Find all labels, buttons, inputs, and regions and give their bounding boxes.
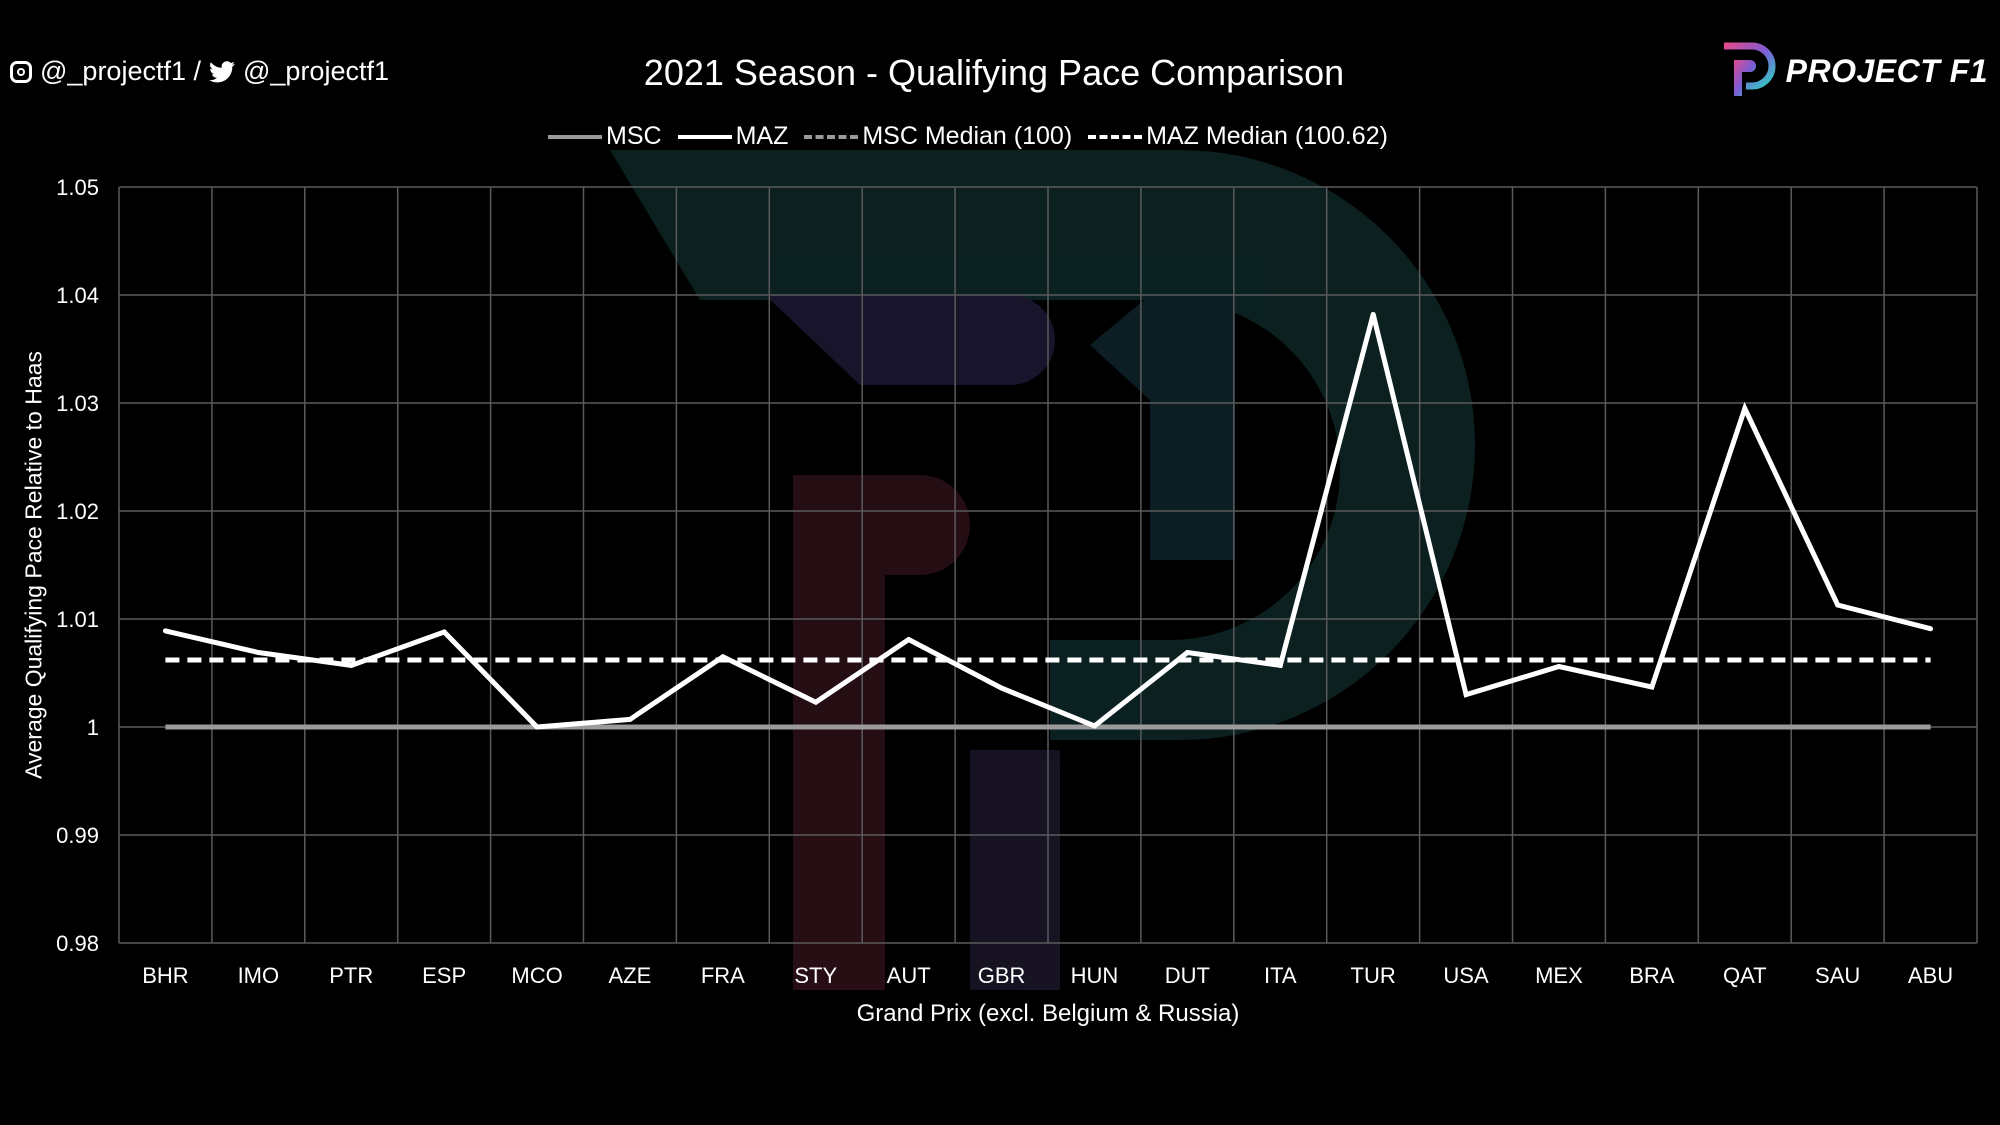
y-tick-label: 0.99 [56, 823, 99, 848]
series-lines [162, 311, 1934, 730]
instagram-handle: @_projectf1 / [40, 56, 201, 86]
data-point [813, 699, 819, 705]
y-tick-label: 0.98 [56, 931, 99, 956]
legend-label: MSC [606, 122, 662, 150]
twitter-icon [209, 60, 235, 82]
data-point [534, 724, 540, 730]
data-point [906, 637, 912, 643]
legend-item-maz-median: MAZ Median (100.62) [1088, 122, 1388, 151]
series-line-maz [164, 313, 1932, 730]
legend-item-msc: MSC [548, 122, 662, 151]
x-tick-label: AUT [887, 963, 931, 988]
legend-label: MAZ Median (100.62) [1146, 122, 1388, 150]
social-handles: @_projectf1 / @_projectf1 [10, 56, 389, 87]
legend-label: MAZ [735, 122, 789, 150]
x-tick-label: ESP [422, 963, 466, 988]
x-tick-label: ABU [1908, 963, 1953, 988]
data-point [255, 649, 261, 655]
data-point [1277, 662, 1283, 668]
x-tick-label: USA [1443, 963, 1489, 988]
data-point [1370, 311, 1376, 317]
data-point [1184, 649, 1190, 655]
x-tick-label: STY [794, 963, 837, 988]
legend-item-maz: MAZ [677, 122, 789, 151]
chart-title: 2021 Season - Qualifying Pace Comparison [643, 52, 1345, 93]
x-tick-labels: BHR IMO PTR ESP MCO AZE FRA STY AUT GBR HUN DUT ITA T… [142, 963, 1953, 988]
y-tick-labels: 0.98 0.99 1 1.01 1.02 1.03 1.04 1.05 [56, 175, 99, 956]
data-point [348, 662, 354, 668]
legend-swatch [677, 134, 732, 139]
data-point [1835, 602, 1841, 608]
project-f1-logo: PROJECT F1 [1720, 42, 1988, 100]
grid [118, 186, 1978, 944]
x-tick-label: MCO [511, 963, 562, 988]
x-tick-label: AZE [609, 963, 652, 988]
legend-swatch [548, 134, 602, 139]
legend-item-msc-median: MSC Median (100) [804, 122, 1072, 151]
y-tick-label: 1 [87, 715, 99, 740]
data-point [999, 685, 1005, 691]
legend-swatch [804, 134, 859, 139]
x-tick-label: IMO [238, 963, 280, 988]
x-tick-label: BHR [142, 963, 188, 988]
y-tick-label: 1.01 [56, 607, 99, 632]
data-point [1463, 692, 1469, 698]
data-point [1556, 664, 1562, 670]
instagram-icon [10, 60, 32, 83]
data-point [162, 628, 168, 634]
x-tick-label: GBR [978, 963, 1026, 988]
y-tick-label: 1.03 [56, 391, 99, 416]
x-tick-label: BRA [1629, 963, 1675, 988]
data-point [1649, 684, 1655, 690]
x-tick-label: ITA [1264, 963, 1297, 988]
x-tick-label: TUR [1351, 963, 1396, 988]
y-axis-label: Average Qualifying Pace Relative to Haas [20, 351, 47, 779]
data-point [1928, 626, 1934, 632]
logo-text: PROJECT F1 [1785, 52, 1988, 89]
data-point [441, 629, 447, 635]
legend-label: MSC Median (100) [862, 122, 1073, 150]
pf1-logo-icon [1723, 42, 1776, 96]
x-tick-label: PTR [329, 963, 373, 988]
data-point [627, 716, 633, 722]
y-tick-label: 1.04 [56, 283, 99, 308]
x-tick-label: SAU [1815, 963, 1860, 988]
twitter-handle: @_projectf1 [243, 56, 389, 86]
legend: MSC MAZ MSC Median (100) MAZ Median (100… [548, 122, 1388, 151]
legend-swatch [1088, 134, 1143, 139]
x-tick-label: HUN [1071, 963, 1119, 988]
x-tick-label: QAT [1723, 963, 1767, 988]
y-tick-label: 1.02 [56, 499, 99, 524]
x-tick-label: FRA [701, 963, 745, 988]
x-axis-label: Grand Prix (excl. Belgium & Russia) [856, 1000, 1240, 1027]
data-point [1742, 405, 1748, 411]
x-tick-label: DUT [1165, 963, 1210, 988]
y-tick-label: 1.05 [56, 175, 99, 200]
x-tick-label: MEX [1535, 963, 1583, 988]
watermark [610, 150, 1475, 990]
data-point [1091, 723, 1097, 729]
